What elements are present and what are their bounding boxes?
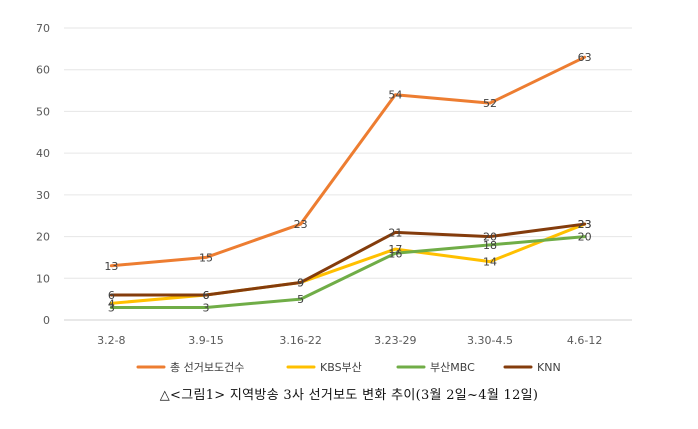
figure-caption: △<그림1> 지역방송 3사 선거보도 변화 추이(3월 2일~4월 12일) [159, 388, 539, 403]
y-tick-label: 20 [36, 231, 50, 244]
x-tick-label: 3.2-8 [97, 334, 125, 347]
x-tick-label: 3.30-4.5 [467, 334, 513, 347]
x-tick-label: 4.6-12 [567, 334, 602, 347]
data-label: 20 [578, 231, 592, 244]
data-label: 20 [483, 231, 497, 244]
data-label: 3 [203, 301, 210, 314]
data-label: 9 [297, 276, 304, 289]
legend-label: KBS부산 [320, 361, 362, 374]
y-tick-label: 60 [36, 64, 50, 77]
data-label: 54 [388, 89, 402, 102]
data-label: 5 [297, 293, 304, 306]
y-tick-label: 70 [36, 22, 50, 35]
y-tick-label: 10 [36, 272, 50, 285]
data-label: 4 [108, 297, 115, 310]
series-line [109, 222, 587, 305]
legend: 총 선거보도건수 KBS부산 부산MBC KNN [136, 361, 561, 374]
y-tick-label: 40 [36, 147, 50, 160]
line-chart: 0 10 20 30 40 50 60 70 3.2-8 3.9-15 3.16-22 3.23-2… [36, 22, 632, 374]
data-label: 3 [108, 301, 115, 314]
legend-label: KNN [537, 361, 561, 374]
data-label: 63 [578, 51, 592, 64]
y-axis: 0 10 20 30 40 50 60 70 [36, 22, 50, 327]
x-tick-label: 3.23-29 [374, 334, 416, 347]
gridlines [64, 27, 632, 321]
y-tick-label: 50 [36, 105, 50, 118]
y-tick-label: 30 [36, 189, 50, 202]
legend-label: 총 선거보도건수 [170, 361, 244, 374]
series-line [109, 55, 587, 268]
data-label: 23 [578, 218, 592, 231]
x-tick-label: 3.9-15 [188, 334, 223, 347]
series-line [109, 235, 587, 309]
x-tick-label: 3.16-22 [279, 334, 321, 347]
y-tick-label: 0 [43, 314, 50, 327]
legend-label: 부산MBC [430, 361, 475, 374]
data-label: 13 [104, 260, 118, 273]
x-axis: 3.2-8 3.9-15 3.16-22 3.23-29 3.30-4.5 4.6-12 [97, 334, 602, 347]
data-label: 15 [199, 251, 213, 264]
data-label: 52 [483, 97, 497, 110]
data-label: 16 [388, 247, 402, 260]
data-label: 6 [203, 289, 210, 302]
data-label: 17 [388, 243, 402, 256]
data-label: 9 [297, 276, 304, 289]
data-label: 23 [578, 218, 592, 231]
data-label: 6 [108, 289, 115, 302]
series-line [109, 222, 587, 297]
data-label: 6 [203, 289, 210, 302]
series-lines [109, 55, 587, 309]
data-label: 23 [294, 218, 308, 231]
data-label: 21 [388, 226, 402, 239]
data-label: 18 [483, 239, 497, 252]
data-label: 14 [483, 256, 497, 269]
